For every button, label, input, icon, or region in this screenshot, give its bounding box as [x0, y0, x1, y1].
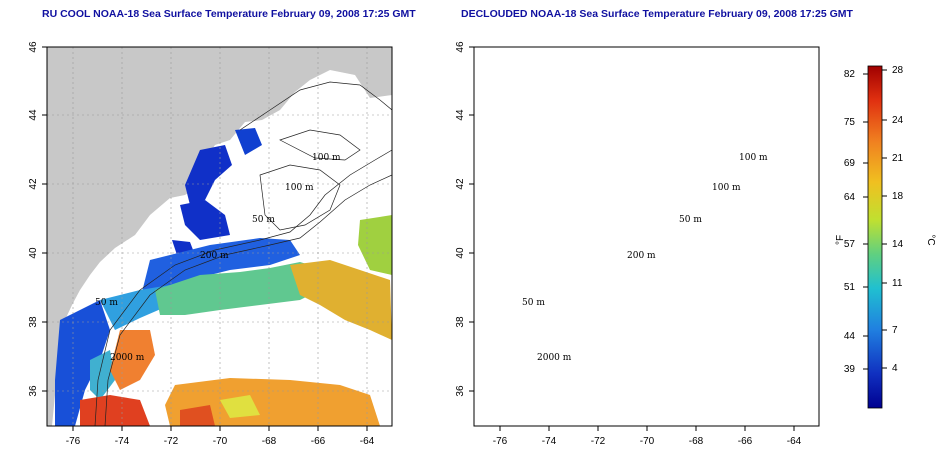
- y-tick-label: 36: [28, 385, 39, 397]
- f-tick-label: 64: [844, 192, 856, 203]
- c-tick-label: 21: [892, 153, 904, 164]
- x-axis: -76 -74 -72 -70 -68 -66 -64: [66, 426, 375, 447]
- panel-left-title: RU COOL NOAA-18 Sea Surface Temperature …: [42, 8, 416, 20]
- c-tick-label: 11: [892, 278, 903, 289]
- land-mass: [47, 47, 392, 426]
- contour-label: 100 m: [739, 153, 768, 163]
- f-tick-label: 75: [844, 117, 856, 128]
- contour-label: 50 m: [679, 215, 702, 225]
- contour-label: 2000 m: [110, 353, 145, 363]
- y-tick-label: 44: [28, 109, 39, 121]
- c-tick-label: 7: [892, 325, 898, 336]
- contour-label: 100 m: [312, 153, 341, 163]
- x-axis: -76 -74 -72 -70 -68 -66 -64: [493, 426, 802, 447]
- x-tick-label: -70: [640, 436, 655, 447]
- y-tick-label: 38: [28, 316, 39, 328]
- x-tick-label: -74: [115, 436, 130, 447]
- f-tick-label: 44: [844, 331, 856, 342]
- x-tick-label: -68: [262, 436, 277, 447]
- colorbar-gradient: [867, 65, 883, 409]
- f-tick-label: 51: [844, 282, 856, 293]
- f-tick-label: 57: [844, 239, 856, 250]
- c-tick-label: 18: [892, 191, 904, 202]
- y-tick-label: 44: [455, 109, 466, 121]
- y-tick-label: 40: [28, 247, 39, 259]
- f-tick-label: 39: [844, 364, 856, 375]
- f-tick-label: 82: [844, 69, 856, 80]
- bathymetry-contours: [94, 81, 392, 426]
- x-tick-label: -64: [360, 436, 375, 447]
- fahrenheit-unit-label: °F: [835, 235, 846, 245]
- f-tick-label: 69: [844, 158, 856, 169]
- fahrenheit-ticks: 82 75 69 64 57 51 44 39: [844, 69, 868, 375]
- contour-label: 100 m: [285, 183, 314, 193]
- y-tick-label: 46: [28, 41, 39, 53]
- y-tick-label: 36: [455, 385, 466, 397]
- y-axis: 46 44 42 40 38 36: [28, 41, 47, 397]
- c-tick-label: 28: [892, 65, 904, 76]
- c-tick-label: 24: [892, 115, 904, 126]
- x-tick-label: -70: [213, 436, 228, 447]
- x-tick-label: -68: [689, 436, 704, 447]
- x-tick-label: -66: [738, 436, 753, 447]
- y-tick-label: 40: [455, 247, 466, 259]
- x-tick-label: -66: [311, 436, 326, 447]
- y-tick-label: 46: [455, 41, 466, 53]
- c-tick-label: 4: [892, 363, 898, 374]
- y-tick-label: 38: [455, 316, 466, 328]
- contour-label: 50 m: [252, 215, 275, 225]
- contour-label: 2000 m: [537, 353, 572, 363]
- contour-label: 50 m: [95, 298, 118, 308]
- x-tick-label: -72: [591, 436, 606, 447]
- c-tick-label: 14: [892, 239, 904, 250]
- panel-right-title: DECLOUDED NOAA-18 Sea Surface Temperatur…: [461, 8, 853, 20]
- contour-label: 200 m: [200, 251, 229, 261]
- x-tick-label: -64: [787, 436, 802, 447]
- x-tick-label: -74: [542, 436, 557, 447]
- celsius-unit-label: °C: [925, 234, 936, 245]
- x-tick-label: -76: [493, 436, 508, 447]
- contour-label: 100 m: [712, 183, 741, 193]
- y-axis: 46 44 42 40 38 36: [455, 41, 474, 397]
- sst-warm-patches: [80, 215, 392, 426]
- contour-label: 200 m: [627, 251, 656, 261]
- y-tick-label: 42: [28, 178, 39, 190]
- x-tick-label: -76: [66, 436, 81, 447]
- celsius-ticks: 28 24 21 18 14 11 7 4: [882, 65, 904, 374]
- y-tick-label: 42: [455, 178, 466, 190]
- grid-lines: [47, 47, 392, 426]
- x-tick-label: -72: [164, 436, 179, 447]
- contour-label: 50 m: [522, 298, 545, 308]
